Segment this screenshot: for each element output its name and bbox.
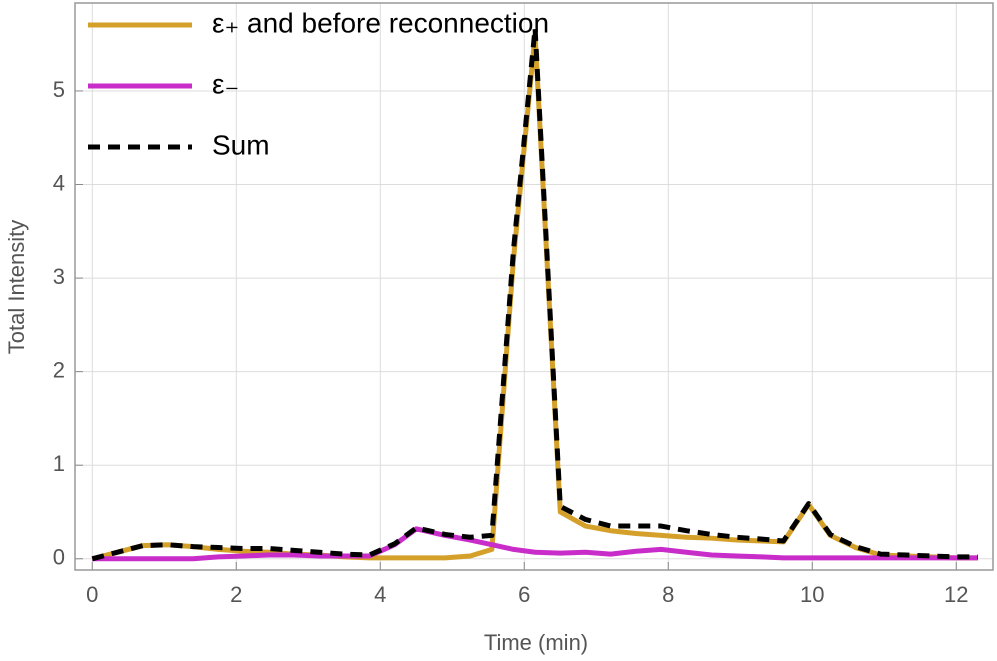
series-line bbox=[91, 25, 978, 562]
x-tick-label: 10 bbox=[800, 582, 824, 607]
plot-frame bbox=[74, 2, 994, 571]
y-axis-label: Total Intensity bbox=[4, 220, 29, 355]
x-tick-label: 0 bbox=[86, 582, 98, 607]
y-tick-label: 0 bbox=[53, 545, 65, 570]
y-tick-label: 4 bbox=[53, 170, 65, 195]
x-axis-label: Time (min) bbox=[484, 630, 588, 655]
x-tick-label: 2 bbox=[230, 582, 242, 607]
series-line bbox=[91, 32, 978, 562]
y-tick-label: 2 bbox=[53, 357, 65, 382]
x-tick-label: 12 bbox=[944, 582, 968, 607]
legend-label: ε₊ and before reconnection bbox=[212, 7, 549, 38]
y-tick-label: 5 bbox=[53, 77, 65, 102]
x-tick-label: 4 bbox=[374, 582, 386, 607]
y-tick-label: 3 bbox=[53, 264, 65, 289]
x-tick-label: 8 bbox=[662, 582, 674, 607]
y-tick-label: 1 bbox=[53, 451, 65, 476]
legend-label: ε₋ bbox=[212, 68, 239, 99]
series-line bbox=[92, 526, 978, 562]
x-tick-label: 6 bbox=[518, 582, 530, 607]
legend-label: Sum bbox=[212, 129, 270, 160]
